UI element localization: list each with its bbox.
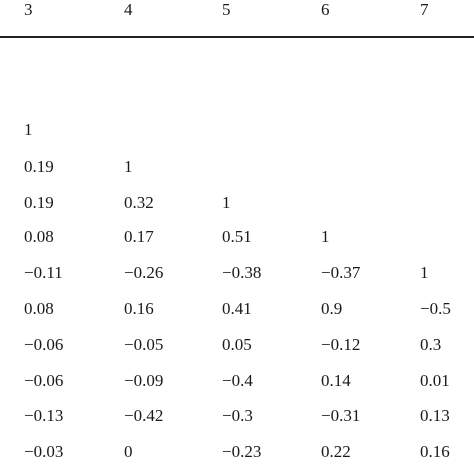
table-cell: 0.9 <box>321 299 343 318</box>
table-cell: 1 <box>222 193 231 212</box>
table-cell: 0.41 <box>222 299 252 318</box>
table-cell: 0.01 <box>420 371 450 390</box>
table-cell: 0.3 <box>420 335 442 354</box>
table-cell: 0 <box>124 442 133 461</box>
table-cell: 0.14 <box>321 371 351 390</box>
table-cell: 0.08 <box>24 299 54 318</box>
table-cell: 0.08 <box>24 227 54 246</box>
table-cell: −0.4 <box>222 371 253 390</box>
column-header: 6 <box>321 0 330 19</box>
table-cell: 0.13 <box>420 406 450 425</box>
table-cell: −0.38 <box>222 263 262 282</box>
column-header: 7 <box>420 0 429 19</box>
table-cell: −0.23 <box>222 442 262 461</box>
table-cell: 0.51 <box>222 227 252 246</box>
table-cell: −0.12 <box>321 335 361 354</box>
table-cell: 0.16 <box>420 442 450 461</box>
table-cell: −0.05 <box>124 335 164 354</box>
table-cell: −0.03 <box>24 442 64 461</box>
header-rule <box>0 36 474 38</box>
table-cell: −0.37 <box>321 263 361 282</box>
table-cell: −0.26 <box>124 263 164 282</box>
column-header: 3 <box>24 0 33 19</box>
table-header: 3 4 5 6 7 <box>0 0 474 24</box>
table-cell: −0.31 <box>321 406 361 425</box>
table-cell: −0.09 <box>124 371 164 390</box>
table-cell: 0.19 <box>24 193 54 212</box>
table-cell: 1 <box>124 157 133 176</box>
table-cell: −0.06 <box>24 371 64 390</box>
table-cell: 1 <box>24 120 33 139</box>
column-header: 5 <box>222 0 231 19</box>
table-cell: 0.05 <box>222 335 252 354</box>
column-header: 4 <box>124 0 133 19</box>
table-cell: 1 <box>321 227 330 246</box>
table-cell: 0.22 <box>321 442 351 461</box>
table-cell: −0.13 <box>24 406 64 425</box>
table-cell: −0.42 <box>124 406 164 425</box>
table-cell: −0.11 <box>24 263 63 282</box>
table-cell: 1 <box>420 263 429 282</box>
table-cell: −0.5 <box>420 299 451 318</box>
table-cell: 0.32 <box>124 193 154 212</box>
table-cell: 0.16 <box>124 299 154 318</box>
table-cell: 0.17 <box>124 227 154 246</box>
table-cell: 0.19 <box>24 157 54 176</box>
table-cell: −0.3 <box>222 406 253 425</box>
table-cell: −0.06 <box>24 335 64 354</box>
